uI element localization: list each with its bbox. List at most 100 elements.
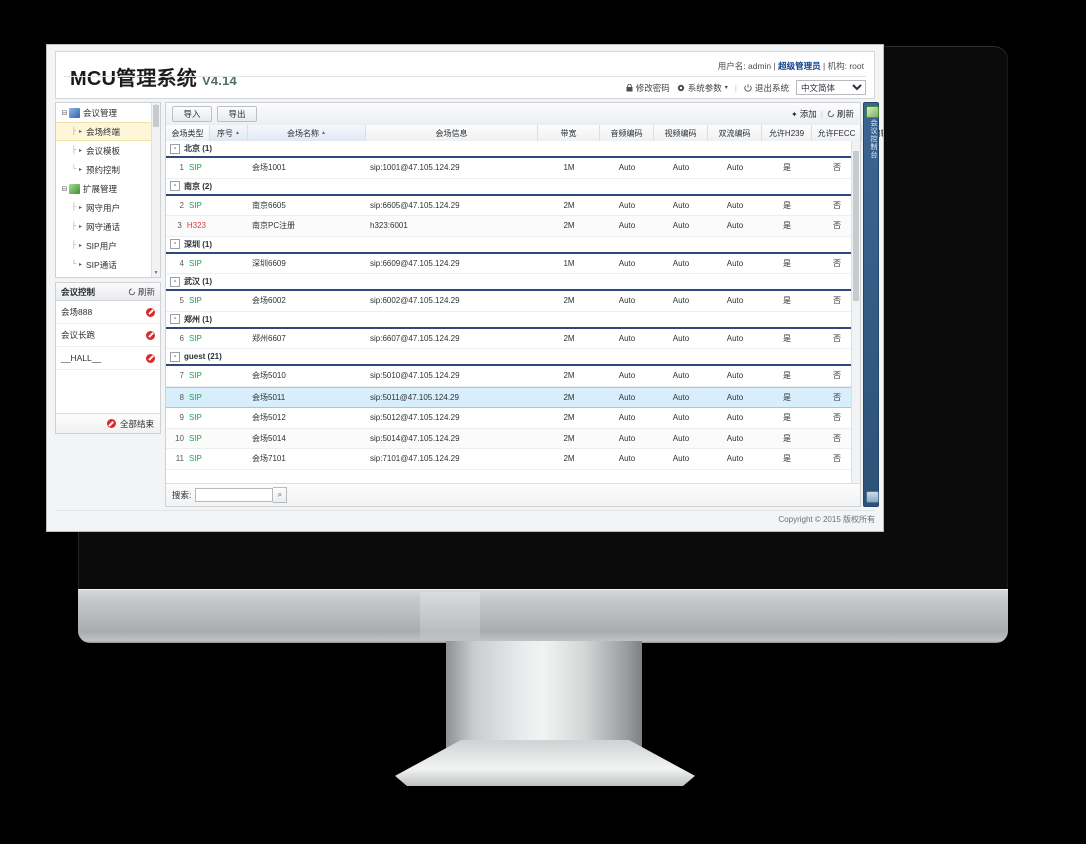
sidebar-item-5[interactable]: ├ ▸ 网守用户	[56, 198, 160, 217]
export-button[interactable]: 导出	[217, 106, 257, 122]
rail-add-icon[interactable]	[866, 106, 879, 118]
column-header-8[interactable]: 允许H239	[762, 125, 812, 141]
plus-icon: ✦	[791, 109, 798, 119]
table-row[interactable]: 8 SIP 会场5011 sip:5011@47.105.124.29 2M Auto Au…	[166, 386, 860, 408]
cell-dual-codec: Auto	[726, 200, 744, 210]
change-password-button[interactable]: 修改密码	[626, 82, 670, 94]
grid-group-row[interactable]: - 深圳 (1)	[166, 236, 860, 254]
table-row[interactable]: 5 SIP 会场6002 sip:6002@47.105.124.29 2M Auto Au…	[166, 291, 860, 312]
add-button[interactable]: ✦ 添加	[791, 108, 817, 120]
column-header-label: 带宽	[560, 128, 577, 138]
sort-indicator-icon: ▲	[321, 130, 326, 136]
grid-group-row[interactable]: - 武汉 (1)	[166, 274, 860, 291]
screen: MCU管理系统 V4.14 用户名: admin | 超级管理员 | 机构: ro…	[46, 44, 884, 532]
left-column: ⊟ 会议管理 ├ ▸ 会场终端 ├ ▸ 会议模板 └ ▸ 预约控制 ⊟ 扩展管理 ├ ▸ 网守用户 ├ ▸ 网守通话…	[55, 102, 161, 507]
table-row[interactable]: 9 SIP 会场5012 sip:5012@47.105.124.29 2M Auto Au…	[166, 408, 860, 429]
grid-group-row[interactable]: - 郑州 (1)	[166, 311, 860, 329]
sidebar-item-1[interactable]: ├ ▸ 会场终端	[56, 122, 160, 141]
cell-dual-codec: Auto	[726, 163, 744, 173]
system-params-button[interactable]: 系统参数 ▾	[677, 82, 728, 94]
conference-control-item[interactable]: 会场888	[56, 301, 160, 324]
column-header-9[interactable]: 允许FECC	[812, 125, 862, 141]
cell-type: SIP	[189, 433, 202, 443]
table-row[interactable]: 6 SIP 郑州6607 sip:6607@47.105.124.29 2M Auto Au…	[166, 329, 860, 349]
sidebar-item-7[interactable]: ├ ▸ SIP用户	[56, 236, 160, 255]
conference-control-item[interactable]: 会议长跑	[56, 324, 160, 347]
group-expander-icon[interactable]: -	[170, 276, 180, 287]
sidebar-item-8[interactable]: └ ▸ SIP通话	[56, 255, 160, 274]
app-page: MCU管理系统 V4.14 用户名: admin | 超级管理员 | 机构: ro…	[47, 45, 883, 531]
column-header-3[interactable]: 会场信息	[366, 125, 538, 141]
group-expander-icon[interactable]: -	[170, 181, 180, 191]
language-select[interactable]: 中文简体	[796, 80, 866, 95]
sidebar-item-6[interactable]: ├ ▸ 网守通话	[56, 217, 160, 236]
sidebar-item-4[interactable]: ⊟ 扩展管理	[56, 179, 160, 198]
change-password-label: 修改密码	[635, 82, 670, 93]
cell-index-spacer	[210, 254, 248, 274]
sidebar-item-2[interactable]: ├ ▸ 会议模板	[56, 141, 160, 160]
grid-group-row[interactable]: - 南京 (2)	[166, 178, 860, 196]
group-expander-icon[interactable]: -	[170, 239, 180, 249]
column-header-4[interactable]: 带宽	[538, 125, 600, 141]
sidebar-item-9[interactable]: 呼叫统计	[56, 274, 160, 277]
grid-group-row[interactable]: - 北京 (1)	[166, 141, 860, 158]
import-button[interactable]: 导入	[172, 106, 212, 122]
sidebar-item-0[interactable]: ⊟ 会议管理	[56, 103, 160, 122]
stop-conference-icon[interactable]	[146, 330, 155, 340]
user-name: admin	[747, 61, 772, 71]
cell-bandwidth: 2M	[563, 454, 575, 464]
grid-scroll-thumb[interactable]	[853, 151, 859, 301]
table-row[interactable]: 4 SIP 深圳6609 sip:6609@47.105.124.29 1M Auto Au…	[166, 254, 860, 274]
conference-console-rail[interactable]: 会议控制台	[863, 102, 879, 507]
tree-expander[interactable]: ⊟	[61, 109, 68, 117]
group-expander-icon[interactable]: -	[170, 143, 180, 154]
table-row[interactable]: 2 SIP 南京6605 sip:6605@47.105.124.29 2M Auto Au…	[166, 196, 860, 216]
cell-type: SIP	[189, 200, 202, 210]
cell-bandwidth: 2M	[563, 413, 575, 423]
cell-info: sip:5014@47.105.124.29	[370, 433, 460, 443]
table-row[interactable]: 1 SIP 会场1001 sip:1001@47.105.124.29 1M Auto Au…	[166, 158, 860, 179]
cell-allow-h239: 是	[783, 413, 791, 423]
table-row[interactable]: 10 SIP 会场5014 sip:5014@47.105.124.29 2M Auto A…	[166, 428, 860, 449]
search-icon[interactable]: ⌕	[273, 487, 288, 503]
cell-type: SIP	[189, 163, 202, 173]
cell-index-spacer	[210, 408, 248, 428]
stop-conference-icon[interactable]	[146, 353, 155, 363]
user-sep-2: |	[823, 61, 826, 71]
logout-button[interactable]: 退出系统	[744, 82, 789, 94]
cell-audio-codec: Auto	[618, 333, 636, 343]
scroll-down-icon[interactable]: ▼	[153, 270, 159, 276]
cell-type: SIP	[189, 258, 202, 268]
column-header-1[interactable]: 序号 ▲	[210, 125, 248, 141]
conference-control-list: 会场888 会议长跑 __HALL__	[56, 301, 160, 370]
conference-control-panel: 会议控制 刷新 会场888 会议长跑 __HALL__ 全部结束	[55, 282, 161, 434]
nav-tree-scrollbar[interactable]: ▲ ▼	[151, 103, 160, 277]
conference-control-item[interactable]: __HALL__	[56, 347, 160, 370]
column-header-7[interactable]: 双流编码	[708, 125, 762, 141]
group-expander-icon[interactable]: -	[170, 314, 180, 324]
group-expander-icon[interactable]: -	[170, 351, 180, 362]
column-header-0[interactable]: 会场类型	[166, 125, 210, 141]
stop-conference-icon[interactable]	[146, 307, 155, 317]
column-header-6[interactable]: 视频编码	[654, 125, 708, 141]
grid-group-row[interactable]: - guest (21)	[166, 349, 860, 366]
table-row[interactable]: 11 SIP 会场7101 sip:7101@47.105.124.29 2M Auto A…	[166, 449, 860, 470]
rail-collapse-icon[interactable]	[866, 491, 879, 503]
column-header-label: 会场名称	[287, 128, 320, 138]
column-header-5[interactable]: 音频编码	[600, 125, 654, 141]
logout-label: 退出系统	[754, 82, 789, 93]
sidebar-item-3[interactable]: └ ▸ 预约控制	[56, 160, 160, 179]
table-row[interactable]: 7 SIP 会场5010 sip:5010@47.105.124.29 2M Auto Au…	[166, 366, 860, 387]
search-input[interactable]	[195, 488, 274, 502]
nav-tree-scroll-thumb[interactable]	[153, 105, 159, 127]
stop-all-button[interactable]: 全部结束	[56, 413, 160, 433]
cell-type: H323	[186, 221, 206, 231]
conference-control-refresh-button[interactable]: 刷新	[128, 286, 155, 298]
grid-scrollbar[interactable]	[851, 141, 860, 484]
tree-expander[interactable]: ⊟	[61, 185, 68, 193]
grid-refresh-button[interactable]: 刷新	[827, 108, 854, 120]
cell-index-spacer	[210, 158, 248, 178]
terminal-grid: 会场类型 序号 ▲ 会场名称 ▲ 会场信息 带宽 音频编码 视频编码 双流编码 允许H239 允许FE…	[166, 125, 883, 484]
column-header-2[interactable]: 会场名称 ▲	[248, 125, 366, 141]
